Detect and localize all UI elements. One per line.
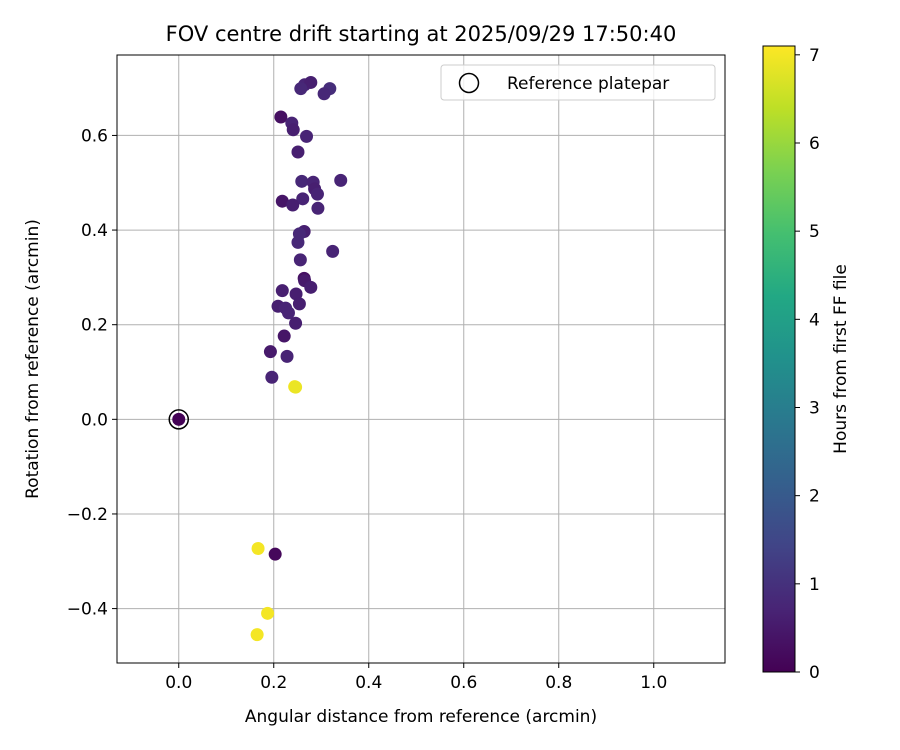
scatter-point	[286, 123, 300, 137]
y-tick-label: −0.4	[67, 600, 108, 620]
x-tick-label: 0.0	[165, 673, 192, 693]
y-tick-label: 0.6	[81, 126, 108, 146]
legend: Reference platepar	[440, 64, 716, 101]
scatter-point	[310, 187, 324, 201]
colorbar-tick-label: 3	[809, 398, 820, 418]
y-tick-label: 0.4	[81, 221, 108, 241]
x-tick-label: 0.8	[545, 673, 572, 693]
x-tick-label: 0.6	[450, 673, 477, 693]
scatter-point	[304, 280, 318, 294]
scatter-point	[250, 628, 264, 642]
scatter-point	[326, 244, 340, 258]
scatter-point	[304, 75, 318, 89]
scatter-point	[286, 198, 300, 212]
scatter-point	[295, 174, 309, 188]
reference-platepar-marker	[168, 409, 189, 430]
scatter-point	[296, 192, 310, 206]
y-tick-label: 0.0	[81, 410, 108, 430]
x-axis-ticks: 0.0 0.2 0.4 0.6 0.8 1.0	[165, 663, 667, 693]
scatter-point	[289, 380, 303, 394]
colorbar-tick-label: 0	[809, 663, 820, 683]
scatter-point	[261, 606, 275, 620]
colorbar-tick-label: 7	[809, 46, 820, 66]
y-axis-label: Rotation from reference (arcmin)	[23, 219, 43, 499]
colorbar	[762, 45, 796, 673]
scatter-point	[265, 370, 279, 384]
legend-open-circle-marker	[458, 72, 480, 94]
legend-box	[440, 64, 716, 101]
y-tick-label: −0.2	[67, 505, 108, 525]
scatter-point	[289, 287, 303, 301]
legend-label-reference-platepar: Reference platepar	[507, 74, 669, 94]
colorbar-tick-label: 5	[809, 222, 820, 242]
scatter-point	[275, 284, 289, 298]
scatter-point	[274, 110, 288, 124]
x-tick-label: 0.4	[355, 673, 382, 693]
colorbar-tick-label: 1	[809, 575, 820, 595]
scatter-point	[280, 349, 294, 363]
scatter-point	[293, 253, 307, 267]
x-tick-label: 0.2	[260, 673, 287, 693]
scatter-point	[300, 129, 314, 143]
colorbar-label: Hours from first FF file	[831, 264, 851, 454]
scatter-point	[275, 194, 289, 208]
scatter-point	[263, 345, 277, 359]
grid-lines	[117, 55, 725, 663]
scatter-point	[172, 412, 186, 426]
colorbar-tick-label: 4	[809, 310, 820, 330]
scatter-point	[317, 87, 331, 101]
scatter-point	[291, 235, 305, 249]
x-axis-label: Angular distance from reference (arcmin)	[245, 707, 597, 727]
scatter-point	[294, 82, 308, 96]
colorbar-tick-label: 2	[809, 487, 820, 507]
colorbar-ticks: 0 1 2 3 4 5 6 7	[795, 46, 820, 683]
y-tick-label: 0.2	[81, 316, 108, 336]
y-axis-ticks: −0.4 −0.2 0.0 0.2 0.4 0.6	[67, 126, 117, 620]
scatter-point	[311, 201, 325, 215]
scatter-point	[291, 145, 305, 159]
colorbar-tick-label: 6	[809, 134, 820, 154]
scatter-point	[277, 329, 291, 343]
scatter-point	[289, 316, 303, 330]
plot-frame	[116, 54, 726, 664]
data-points	[168, 75, 348, 642]
scatter-point	[281, 306, 295, 320]
scatter-point	[251, 541, 265, 555]
chart-title: FOV centre drift starting at 2025/09/29 …	[166, 22, 677, 46]
scatter-point	[268, 547, 282, 561]
scatter-point	[334, 173, 348, 187]
x-tick-label: 1.0	[640, 673, 667, 693]
scatter-point	[292, 297, 306, 311]
